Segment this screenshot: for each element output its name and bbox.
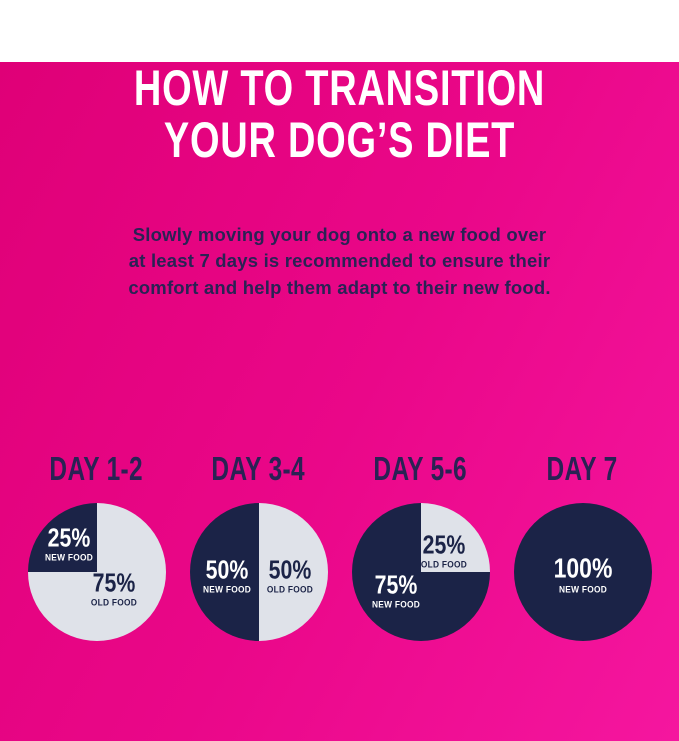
new-food-caption: NEW FOOD bbox=[202, 584, 251, 596]
old-food-label-group: 75% OLD FOOD bbox=[88, 569, 141, 608]
new-food-percent: 25% bbox=[47, 522, 91, 553]
old-food-label-group: 25% OLD FOOD bbox=[418, 532, 471, 571]
pie-chart-day-7: 100% NEW FOOD bbox=[513, 503, 652, 641]
intro-line-1: Slowly moving your dog onto a new food o… bbox=[132, 224, 547, 245]
pie-chart-day-1-2: 25% NEW FOOD 75% OLD FOOD bbox=[27, 503, 166, 641]
pie-charts-row: DAY 1-2 25% NEW FOOD 75% OLD FOOD DAY 3-… bbox=[0, 450, 679, 641]
new-food-label-group: 75% NEW FOOD bbox=[368, 572, 423, 611]
day-7-column: DAY 7 100% NEW FOOD bbox=[513, 450, 653, 641]
chart-title-day-3-4: DAY 3-4 bbox=[211, 450, 306, 487]
chart-title-day-1-2: DAY 1-2 bbox=[49, 450, 144, 487]
new-food-caption: NEW FOOD bbox=[371, 599, 420, 611]
chart-title-day-5-6: DAY 5-6 bbox=[373, 450, 468, 487]
pie-chart-day-3-4: 50% NEW FOOD 50% OLD FOOD bbox=[189, 503, 328, 641]
new-food-percent: 50% bbox=[205, 554, 249, 585]
new-food-label-group: 50% NEW FOOD bbox=[199, 557, 254, 596]
pie-chart-day-5-6: 25% OLD FOOD 75% NEW FOOD bbox=[351, 503, 490, 641]
new-food-caption: NEW FOOD bbox=[558, 584, 607, 596]
new-food-label-group: 100% NEW FOOD bbox=[547, 552, 619, 596]
old-food-percent: 25% bbox=[422, 529, 466, 560]
old-food-caption: OLD FOOD bbox=[91, 597, 138, 609]
chart-title-day-7: DAY 7 bbox=[546, 450, 619, 487]
new-food-percent: 100% bbox=[553, 552, 612, 584]
intro-line-2: at least 7 days is recommended to ensure… bbox=[128, 250, 551, 272]
day-1-2-column: DAY 1-2 25% NEW FOOD 75% OLD FOOD bbox=[27, 450, 167, 641]
day-5-6-column: DAY 5-6 25% OLD FOOD 75% NEW FOOD bbox=[351, 450, 491, 641]
page-title-line-2: YOUR DOG’S DIET bbox=[163, 112, 516, 168]
new-food-percent: 75% bbox=[374, 569, 417, 600]
intro-paragraph: Slowly moving your dog onto a new food o… bbox=[0, 222, 679, 301]
page-title-line-1: HOW TO TRANSITION bbox=[133, 60, 546, 116]
infographic-poster: HOW TO TRANSITION YOUR DOG’S DIET Slowly… bbox=[0, 62, 679, 741]
old-food-caption: OLD FOOD bbox=[267, 584, 314, 596]
page-title: HOW TO TRANSITION YOUR DOG’S DIET bbox=[81, 62, 597, 166]
day-3-4-column: DAY 3-4 50% NEW FOOD 50% OLD FOOD bbox=[189, 450, 329, 641]
old-food-caption: OLD FOOD bbox=[420, 559, 468, 571]
old-food-percent: 75% bbox=[93, 567, 136, 598]
old-food-percent: 50% bbox=[268, 554, 312, 585]
new-food-caption: NEW FOOD bbox=[44, 552, 93, 564]
new-food-label-group: 25% NEW FOOD bbox=[42, 525, 97, 564]
intro-line-3: comfort and help them adapt to their new… bbox=[128, 276, 551, 298]
old-food-label-group: 50% OLD FOOD bbox=[264, 557, 317, 596]
